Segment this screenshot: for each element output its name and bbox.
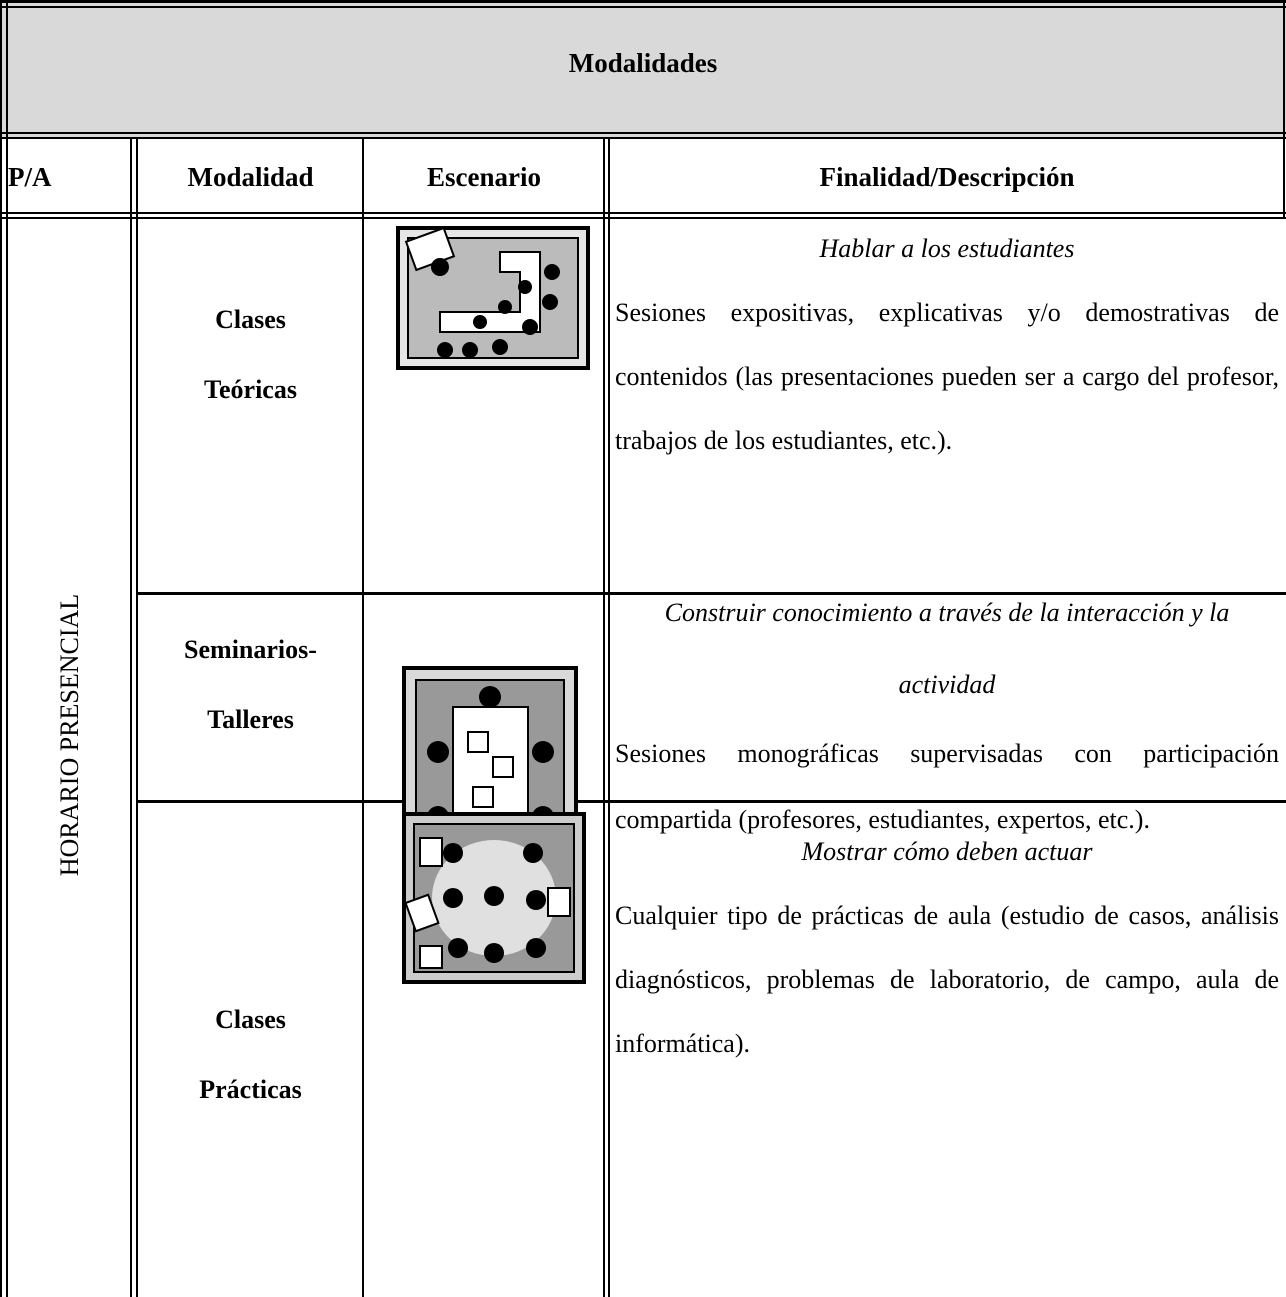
rule — [0, 132, 1286, 134]
header-cell: Modalidad — [187, 162, 314, 192]
scenario-image — [396, 226, 590, 370]
modality-line: Clases — [215, 305, 286, 334]
title-band — [0, 0, 1286, 138]
header-cell: P/A — [8, 162, 52, 192]
description-text: Sesiones expositivas, explicativas y/o d… — [615, 298, 1279, 455]
modality-line: Teóricas — [204, 375, 297, 404]
modality-line: Talleres — [207, 705, 294, 734]
rule — [0, 137, 1286, 139]
modality: Clases Teóricas — [138, 285, 363, 425]
rule — [130, 138, 132, 1297]
table-title: Modalidades — [568, 48, 718, 78]
description: Construir conocimiento a través de la in… — [615, 577, 1279, 853]
modality: Clases Prácticas — [138, 985, 363, 1125]
modality-line: Prácticas — [199, 1075, 302, 1104]
description: Hablar a los estudiantes Sesiones exposi… — [615, 217, 1279, 473]
header-cell: Finalidad/Descripción — [819, 162, 1075, 192]
rule — [603, 138, 605, 1297]
modality: Seminarios- Talleres — [138, 615, 363, 755]
purpose: Hablar a los estudiantes — [819, 234, 1075, 263]
rule — [0, 217, 1286, 219]
description-text: Sesiones monográficas supervisadas con p… — [615, 739, 1279, 834]
rule — [0, 212, 1286, 214]
rule — [6, 0, 8, 1297]
rule — [136, 138, 138, 1297]
rule — [362, 138, 364, 1297]
rule — [0, 0, 1286, 3]
purpose: Construir conocimiento a través de la in… — [664, 598, 1230, 699]
rule — [1283, 0, 1285, 217]
rule — [608, 138, 610, 1297]
scenario-image — [402, 812, 586, 984]
rule — [138, 592, 1286, 595]
group-label: HORARIO PRESENCIAL — [55, 593, 84, 877]
description: Mostrar cómo deben actuar Cualquier tipo… — [615, 820, 1279, 1076]
modality-line: Seminarios- — [184, 635, 317, 664]
rule — [138, 800, 1286, 803]
modality-line: Clases — [215, 1005, 286, 1034]
header-cell: Escenario — [427, 162, 541, 192]
description-text: Cualquier tipo de prácticas de aula (est… — [615, 901, 1279, 1058]
rule — [0, 6, 1286, 8]
purpose: Mostrar cómo deben actuar — [801, 837, 1093, 866]
rule — [0, 0, 2, 1297]
